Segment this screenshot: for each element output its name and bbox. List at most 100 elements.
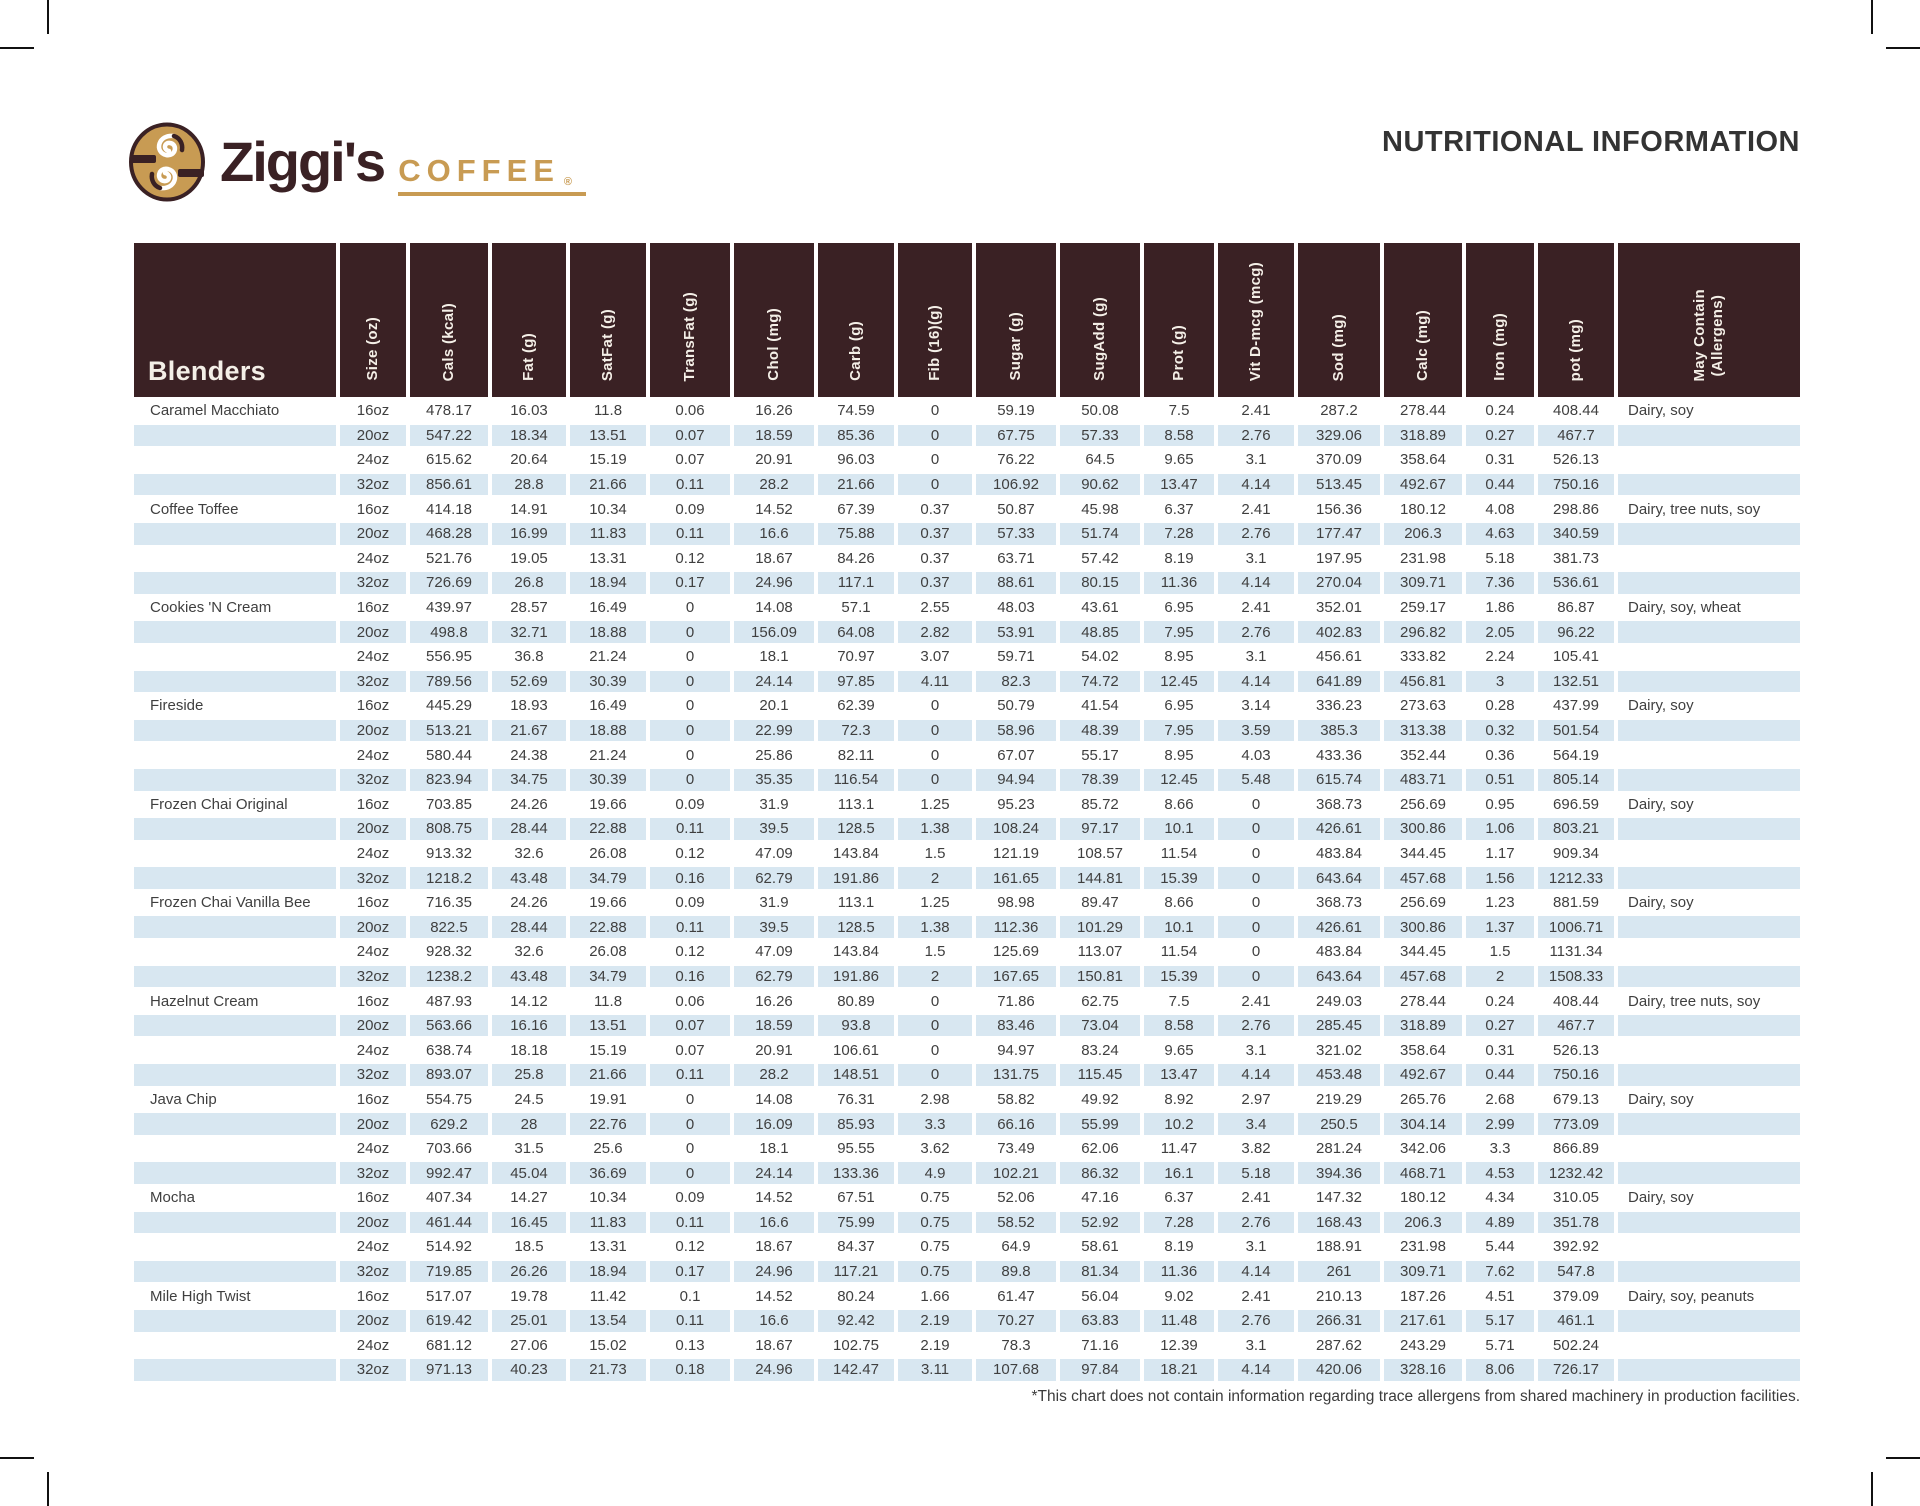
allergens-cell (1618, 424, 1800, 447)
value-cell: 4.11 (898, 670, 972, 693)
value-cell: 47.09 (755, 943, 793, 961)
value-cell: 536.61 (1538, 572, 1614, 594)
value-cell: 681.12 (426, 1336, 472, 1354)
value-cell: 1.25 (920, 795, 950, 813)
value-cell: 25.6 (593, 1140, 623, 1158)
product-name-cell: Mocha (150, 1189, 196, 1207)
value-cell: 0.16 (650, 867, 730, 889)
col-header-label: Cals (kcal) (440, 302, 457, 381)
value-cell: 789.56 (410, 670, 488, 693)
value-cell: 0 (1218, 818, 1294, 840)
value-cell: 50.79 (997, 697, 1035, 715)
col-header-9: SugAdd (g) (1060, 243, 1140, 397)
value-cell: 83.24 (1081, 1041, 1119, 1059)
product-name-cell (134, 646, 336, 668)
value-cell: 2.24 (1485, 648, 1515, 666)
value-cell: 161.65 (976, 867, 1056, 889)
value-cell: 0.44 (1466, 1064, 1534, 1086)
value-cell: 0.11 (650, 1064, 730, 1086)
value-cell: 30.39 (570, 768, 646, 791)
value-cell: 62.39 (837, 697, 875, 715)
value-cell: 0.17 (650, 572, 730, 594)
size-cell: 24oz (356, 1041, 390, 1059)
value-cell: 0.51 (1466, 768, 1534, 791)
allergens-cell (1618, 548, 1800, 570)
value-cell: 43.48 (492, 867, 566, 889)
value-cell: 0 (930, 1041, 940, 1059)
value-cell: 414.18 (426, 500, 472, 518)
size-cell: 20oz (340, 424, 406, 447)
value-cell: 266.31 (1298, 1309, 1380, 1332)
value-cell: 86.87 (1557, 599, 1595, 617)
product-name-cell (134, 1064, 336, 1086)
value-cell: 16.45 (492, 1211, 566, 1234)
crop-mark-bottom-left-h (0, 1457, 34, 1459)
value-cell: 24.96 (734, 572, 814, 594)
value-cell: 156.09 (734, 621, 814, 643)
value-cell: 102.75 (833, 1336, 879, 1354)
value-cell: 57.33 (976, 522, 1056, 545)
value-cell: 0.07 (650, 1014, 730, 1037)
value-cell: 84.37 (837, 1238, 875, 1256)
allergens-cell (1618, 941, 1800, 963)
value-cell: 19.78 (510, 1287, 548, 1305)
value-cell: 15.39 (1144, 867, 1214, 889)
value-cell: 256.69 (1400, 894, 1446, 912)
value-cell: 3.1 (1245, 451, 1267, 469)
value-cell: 58.61 (1081, 1238, 1119, 1256)
value-cell: 219.29 (1316, 1090, 1362, 1108)
value-cell: 4.14 (1218, 473, 1294, 496)
value-cell: 333.82 (1400, 648, 1446, 666)
size-cell: 16oz (356, 402, 390, 420)
value-cell: 144.81 (1060, 867, 1140, 889)
value-cell: 270.04 (1298, 572, 1380, 594)
value-cell: 84.26 (837, 549, 875, 567)
value-cell: 313.38 (1384, 719, 1462, 742)
value-cell: 76.31 (837, 1090, 875, 1108)
table-row: 20oz 822.5 28.44 22.88 0.11 39.5 128.5 1.38 112.… (134, 916, 1800, 939)
value-cell: 370.09 (1316, 451, 1362, 469)
size-cell: 24oz (356, 844, 390, 862)
product-name-cell (134, 916, 336, 939)
product-name-cell (134, 1039, 336, 1061)
value-cell: 3.14 (1241, 697, 1271, 715)
allergens-cell (1618, 719, 1800, 742)
table-row: 24oz 514.92 18.5 13.31 0.12 18.67 84.37 0.75 64.… (134, 1236, 1800, 1258)
value-cell: 16.26 (755, 992, 793, 1010)
value-cell: 101.29 (1060, 916, 1140, 939)
value-cell: 47.16 (1081, 1189, 1119, 1207)
product-name-cell (134, 818, 336, 840)
value-cell: 66.16 (976, 1113, 1056, 1135)
value-cell: 62.79 (734, 965, 814, 988)
value-cell: 2.55 (920, 599, 950, 617)
value-cell: 971.13 (410, 1359, 488, 1381)
value-cell: 0.12 (675, 1238, 705, 1256)
value-cell: 7.95 (1144, 621, 1214, 643)
table-row: 32oz 719.85 26.26 18.94 0.17 24.96 117.21 0.75 8… (134, 1260, 1800, 1283)
value-cell: 20.1 (759, 697, 789, 715)
value-cell: 2.41 (1241, 1287, 1271, 1305)
value-cell: 210.13 (1316, 1287, 1362, 1305)
value-cell: 0.12 (675, 549, 705, 567)
size-cell: 24oz (356, 451, 390, 469)
value-cell: 0.36 (1485, 746, 1515, 764)
value-cell: 0.06 (675, 992, 705, 1010)
col-header-6: Carb (g) (818, 243, 894, 397)
value-cell: 4.08 (1485, 500, 1515, 518)
value-cell: 24.96 (734, 1260, 814, 1283)
value-cell: 368.73 (1316, 795, 1362, 813)
value-cell: 773.09 (1538, 1113, 1614, 1135)
ziggis-logo-badge-icon (129, 122, 205, 202)
value-cell: 95.55 (837, 1140, 875, 1158)
value-cell: 4.51 (1485, 1287, 1515, 1305)
header-row: Blenders Size (oz) Cals (kcal) Fat (g) SatFa… (134, 243, 1800, 397)
value-cell: 67.75 (976, 424, 1056, 447)
col-header-12: Sod (mg) (1298, 243, 1380, 397)
col-header-label: SatFat (g) (599, 308, 616, 381)
product-name-cell (134, 1335, 336, 1357)
value-cell: 329.06 (1298, 424, 1380, 447)
value-cell: 63.71 (997, 549, 1035, 567)
product-name-cell (134, 473, 336, 496)
value-cell: 913.32 (426, 844, 472, 862)
value-cell: 78.3 (1001, 1336, 1031, 1354)
